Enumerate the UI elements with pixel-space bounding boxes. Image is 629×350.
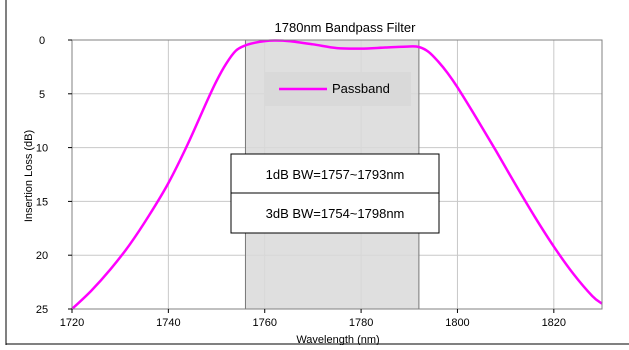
y-tick-label: 25 [36,304,48,316]
x-tick-label: 1720 [60,317,84,329]
y-tick-label: 5 [39,89,45,101]
plot-area-border [71,39,603,310]
series-line-0 [71,39,603,310]
y-tick-label: 20 [36,250,48,262]
annotation-1db-bw: 1dB BW=1757~1793nm [266,167,405,182]
y-tick-label: 10 [36,143,48,155]
y-tick-label: 15 [36,196,48,208]
x-axis-label: Wavelength (nm) [296,334,379,345]
x-tick-label: 1800 [445,317,469,329]
chart-title: 1780nm Bandpass Filter [275,20,417,35]
series-layer [71,39,603,310]
x-tick-label: 1740 [156,317,180,329]
x-tick-label: 1760 [252,317,276,329]
annotation-3db-bw: 3dB BW=1754~1798nm [266,206,405,221]
x-tick-label: 1820 [542,317,566,329]
legend-label-passband: Passband [332,81,390,96]
y-tick-label: 0 [39,35,45,47]
legend: Passband [264,72,411,106]
y-axis-label: Insertion Loss (dB) [23,130,35,222]
x-tick-label: 1780 [349,317,373,329]
axes: 0 5 10 15 20 25 1720 1740 1760 1780 1800 1820 [36,35,566,329]
bandwidth-annotation-box: 1dB BW=1757~1793nm 3dB BW=1754~1798nm [230,153,440,234]
